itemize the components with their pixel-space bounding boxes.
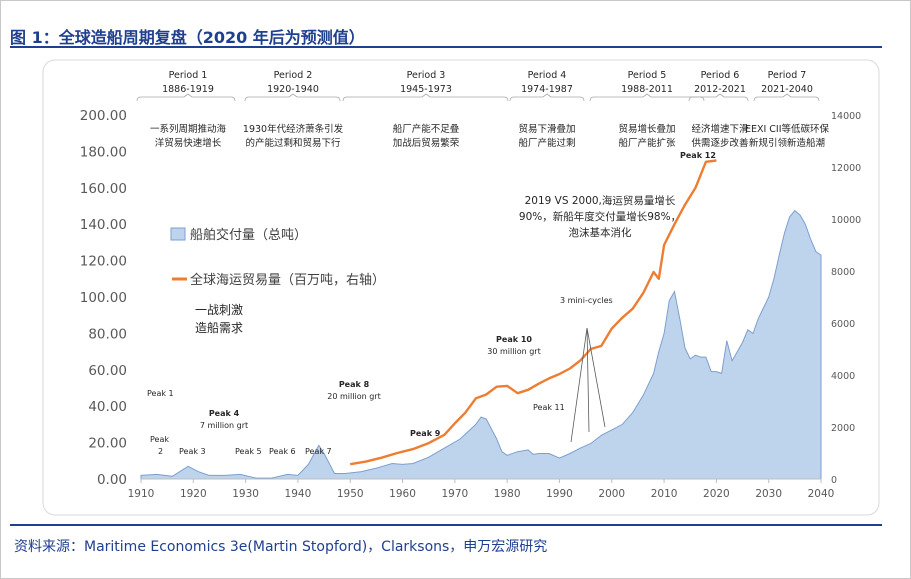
x-tick-label: 2030 (755, 488, 782, 500)
period-years: 2021-2040 (761, 84, 813, 95)
period-label: Period 6 (701, 70, 740, 81)
y-left-tick-label: 80.00 (88, 326, 127, 342)
period-bracket (589, 93, 705, 102)
period-years: 2012-2021 (694, 84, 746, 95)
y-right-tick-label: 12000 (831, 163, 861, 174)
figure-title: 图 1：全球造船周期复盘（2020 年后为预测值） (10, 28, 365, 47)
y-left-tick-label: 160.00 (80, 181, 127, 197)
annotation-peak5: Peak 5 (235, 447, 262, 456)
period-years: 1988-2011 (621, 84, 673, 95)
y-right-tick-label: 10000 (831, 215, 861, 226)
y-left-tick-label: 100.00 (80, 290, 127, 306)
legend-area-label: 船舶交付量（总吨） (190, 227, 307, 243)
source-note: 资料来源：Maritime Economics 3e(Martin Stopfo… (14, 539, 548, 555)
period-description: 贸易下滑叠加船厂产能过剩 (518, 123, 575, 149)
period-bracket (342, 93, 509, 102)
period-label: Period 2 (274, 70, 313, 81)
x-tick-label: 1950 (337, 488, 364, 500)
period-label: Period 3 (407, 70, 446, 81)
y-left-tick-label: 60.00 (88, 363, 127, 379)
mini-cycles-pointer (570, 327, 588, 443)
x-tick-label: 1930 (232, 488, 259, 500)
x-tick-label: 1920 (180, 488, 207, 500)
period-years: 1886-1919 (162, 84, 214, 95)
y-right-tick-label: 0 (831, 475, 837, 486)
annotation-peak6: Peak 6 (269, 447, 296, 456)
y-left-tick-label: 180.00 (80, 144, 127, 160)
period-description: 贸易增长叠加船厂产能扩张 (618, 123, 676, 149)
legend-line-label: 全球海运贸易量（百万吨，右轴） (190, 272, 385, 288)
annotation-mini-cycles: 3 mini-cycles (560, 296, 613, 305)
x-tick-label: 1990 (546, 488, 573, 500)
period-years: 1945-1973 (400, 84, 452, 95)
annotation-peak11: Peak 11 (533, 403, 565, 412)
y-right-tick-label: 4000 (831, 371, 855, 382)
title-divider (10, 46, 882, 48)
mini-cycles-pointer (586, 327, 590, 433)
period-years: 1920-1940 (267, 84, 319, 95)
footer-divider (10, 524, 882, 526)
annotation-peak2: Peak 2 (150, 435, 169, 456)
y-left-tick-label: 0.00 (97, 472, 127, 488)
period-bracket (688, 93, 749, 102)
period-label: Period 7 (768, 70, 807, 81)
period-bracket (136, 93, 236, 102)
annotation-peak1: Peak 1 (147, 389, 174, 398)
x-tick-label: 1960 (389, 488, 416, 500)
period-label: Period 5 (628, 70, 667, 81)
annotation-2019-vs-2000: 2019 VS 2000,海运贸易量增长 90%，新船年度交付量增长98%，泡沫基… (519, 194, 681, 239)
period-label: Period 1 (169, 70, 208, 81)
period-description: 1930年代经济萧条引发的产能过剩和贸易下行 (243, 123, 344, 149)
annotation-peak12: Peak 12 (680, 151, 716, 160)
x-tick-label: 2020 (703, 488, 730, 500)
period-label: Period 4 (528, 70, 567, 81)
y-left-tick-label: 120.00 (80, 254, 127, 270)
seaborne-trade-line-series (350, 159, 717, 466)
x-tick-label: 1910 (128, 488, 155, 500)
annotation-peak7: Peak 7 (305, 447, 332, 456)
annotation-peak3: Peak 3 (179, 447, 206, 456)
period-description: 一系列周期推动海洋贸易快速增长 (150, 123, 227, 149)
period-description: EEXI CII等低碳环保新规引领新造船潮 (745, 123, 830, 149)
deliveries-area-series (140, 209, 822, 480)
y-left-tick-label: 140.00 (80, 217, 127, 233)
annotation-peak10: Peak 10 30 million grt (487, 335, 540, 356)
x-tick-label: 1980 (494, 488, 521, 500)
y-left-tick-label: 40.00 (88, 399, 127, 415)
annotation-peak9: Peak 9 (410, 429, 441, 438)
period-description: 船厂产能不足叠加战后贸易繁荣 (393, 123, 460, 149)
y-right-tick-label: 2000 (831, 423, 855, 434)
y-left-tick-label: 200.00 (80, 108, 127, 124)
mini-cycles-pointer (586, 327, 606, 428)
period-bracket (244, 93, 341, 102)
y-right-tick-label: 14000 (831, 111, 861, 122)
annotation-peak8: Peak 8 20 million grt (327, 380, 380, 401)
y-right-tick-label: 8000 (831, 267, 855, 278)
period-years: 1974-1987 (521, 84, 573, 95)
period-bracket (509, 93, 585, 102)
y-right-tick-label: 6000 (831, 319, 855, 330)
x-tick-label: 1970 (441, 488, 468, 500)
x-tick-label: 2040 (808, 488, 835, 500)
annotation-ww1: 一战刺激造船需求 (195, 303, 243, 335)
y-left-tick-label: 20.00 (88, 436, 127, 452)
period-description: 经济增速下滑供需逐步改善 (691, 123, 749, 149)
legend-area-swatch (170, 227, 186, 241)
x-tick-label: 2000 (598, 488, 625, 500)
x-tick-label: 2010 (651, 488, 678, 500)
period-bracket (753, 93, 820, 102)
x-tick-label: 1940 (285, 488, 312, 500)
